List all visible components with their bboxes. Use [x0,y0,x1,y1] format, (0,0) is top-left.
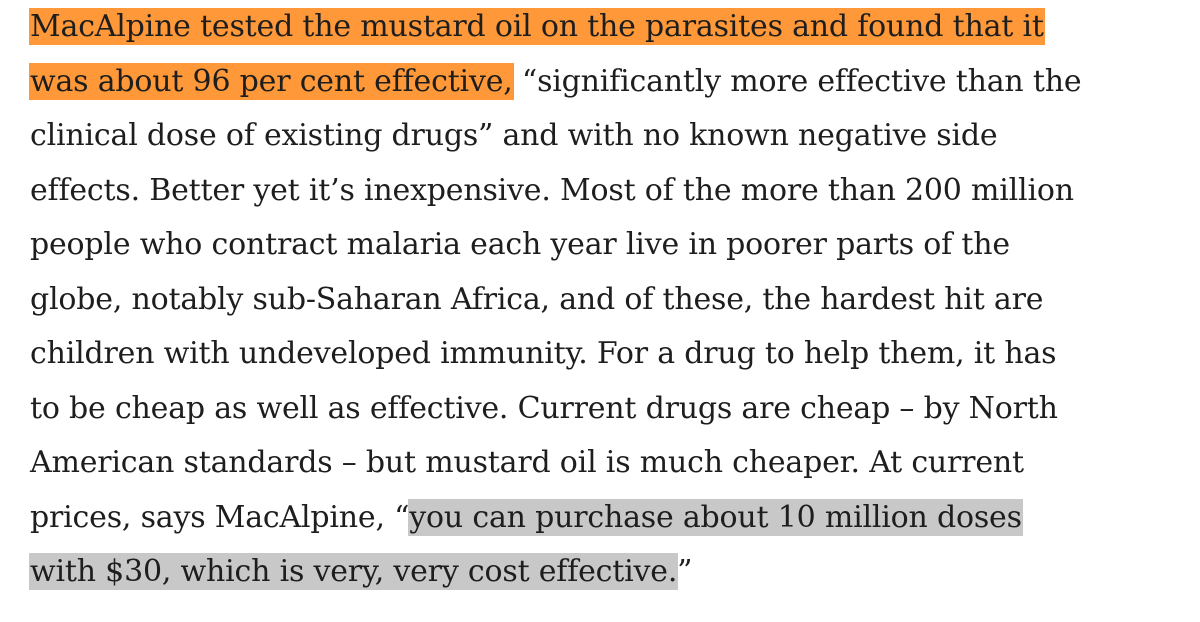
text-line-10: prices, says MacAlpine, “you can purchas… [30,491,1190,546]
highlighted-text-gray[interactable]: you can purchase about 10 million doses [409,499,1022,535]
text-segment: children with undeveloped immunity. For … [30,336,1057,371]
text-line-2: was about 96 per cent effective, “signif… [30,55,1190,110]
text-line-11: with $30, which is very, very cost effec… [30,545,1190,600]
highlighted-text-orange[interactable]: was about 96 per cent effective, [30,63,513,99]
text-line-6: globe, notably sub-Saharan Africa, and o… [30,273,1190,328]
text-segment: American standards – but mustard oil is … [30,445,1024,480]
text-line-3: clinical dose of existing drugs” and wit… [30,109,1190,164]
text-segment: people who contract malaria each year li… [30,227,1010,262]
article-body: MacAlpine tested the mustard oil on the … [30,0,1190,600]
text-segment: globe, notably sub-Saharan Africa, and o… [30,281,1044,317]
text-segment: prices, says MacAlpine, “ [30,499,410,535]
text-segment: ” [677,554,693,589]
text-segment: effects. Better yet it’s inexpensive. Mo… [30,172,1074,208]
highlighted-text-orange[interactable]: MacAlpine tested the mustard oil on the … [30,9,1044,44]
text-line-7: children with undeveloped immunity. For … [30,327,1190,382]
text-segment: clinical dose of existing drugs” and wit… [30,118,998,153]
highlighted-text-gray[interactable]: with $30, which is very, very cost effec… [30,554,678,589]
text-line-5: people who contract malaria each year li… [30,218,1190,273]
text-segment: “significantly more effective than the [512,63,1082,99]
text-line-9: American standards – but mustard oil is … [30,436,1190,491]
text-segment: to be cheap as well as effective. Curren… [30,390,1058,426]
text-line-1: MacAlpine tested the mustard oil on the … [30,0,1190,55]
text-line-8: to be cheap as well as effective. Curren… [30,382,1190,437]
text-line-4: effects. Better yet it’s inexpensive. Mo… [30,164,1190,219]
